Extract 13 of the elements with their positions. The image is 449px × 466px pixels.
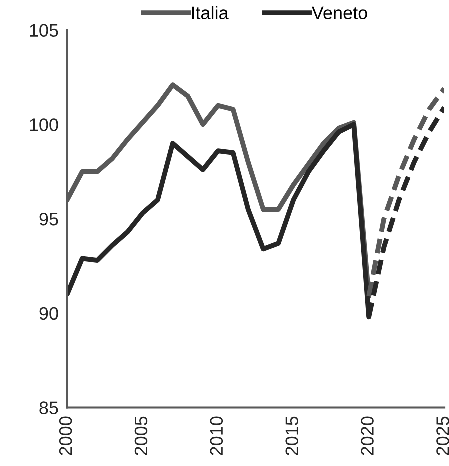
x-tick-label: 2000 (59, 416, 72, 456)
y-tick-label: 85 (40, 402, 58, 414)
legend-label: Veneto (312, 6, 368, 20)
y-tick-label: 95 (40, 212, 58, 226)
y-tick-label: 105 (30, 24, 58, 38)
x-tick-label: 2020 (361, 416, 374, 456)
y-tick-label: 100 (30, 118, 58, 132)
x-tick-label: 2025 (436, 416, 449, 456)
legend-label: Italia (192, 6, 229, 20)
x-tick-label: 2010 (210, 416, 224, 456)
x-tick-label: 2015 (286, 416, 298, 456)
y-tick-label: 90 (40, 307, 58, 320)
x-tick-label: 2005 (134, 416, 148, 456)
